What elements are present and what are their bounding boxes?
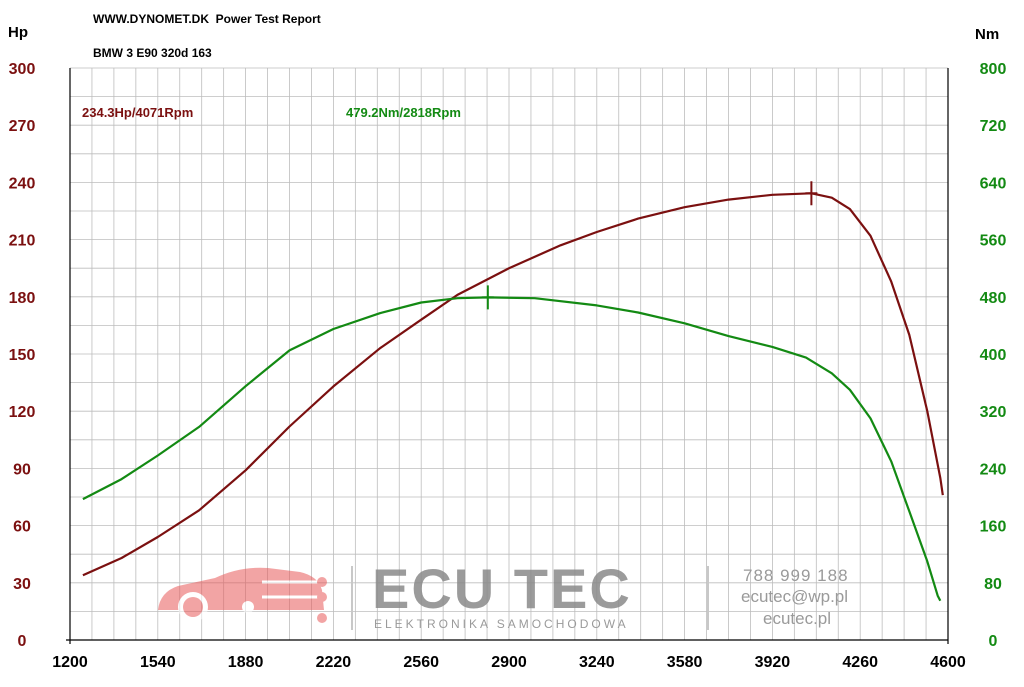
watermark-phone: 788 999 188 xyxy=(743,566,849,585)
right-tick-label: 0 xyxy=(989,633,998,650)
right-tick-label: 80 xyxy=(984,576,1002,593)
x-tick-label: 1200 xyxy=(52,654,88,671)
vehicle-label: BMW 3 E90 320d 163 xyxy=(93,46,212,60)
watermark-brand: ECU TEC xyxy=(372,557,632,620)
power-curve xyxy=(82,192,944,577)
car-logo-icon xyxy=(158,567,327,623)
right-tick-label: 720 xyxy=(980,118,1007,135)
x-tick-label: 1880 xyxy=(228,654,264,671)
watermark-website: ecutec.pl xyxy=(763,609,832,628)
watermark-tagline: ELEKTRONIKA SAMOCHODOWA xyxy=(374,617,629,631)
right-axis-unit: Nm xyxy=(975,26,1000,43)
right-tick-label: 640 xyxy=(980,175,1007,192)
right-tick-label: 240 xyxy=(980,461,1007,478)
left-tick-label: 150 xyxy=(9,347,36,364)
right-tick-label: 480 xyxy=(980,290,1007,307)
x-tick-label: 2220 xyxy=(316,654,352,671)
watermark xyxy=(158,566,709,630)
right-tick-label: 320 xyxy=(980,404,1007,421)
x-tick-label: 4600 xyxy=(930,654,966,671)
x-tick-label: 3240 xyxy=(579,654,615,671)
left-tick-label: 0 xyxy=(18,633,27,650)
right-tick-label: 560 xyxy=(980,233,1007,250)
torque-curve xyxy=(82,296,942,602)
watermark-email: ecutec@wp.pl xyxy=(741,587,849,606)
x-tick-label: 3920 xyxy=(755,654,791,671)
left-tick-label: 30 xyxy=(13,576,31,593)
right-tick-label: 800 xyxy=(980,61,1007,78)
axes: 1200 1540 1880 2220 2560 2900 3240 3580 3920 4260… xyxy=(9,61,1007,671)
left-tick-label: 60 xyxy=(13,519,31,536)
x-tick-label: 4260 xyxy=(842,654,878,671)
left-tick-label: 270 xyxy=(9,118,36,135)
x-tick-label: 2560 xyxy=(403,654,439,671)
left-tick-label: 240 xyxy=(9,175,36,192)
right-tick-label: 160 xyxy=(980,519,1007,536)
left-tick-label: 210 xyxy=(9,233,36,250)
left-tick-label: 90 xyxy=(13,461,31,478)
right-tick-label: 400 xyxy=(980,347,1007,364)
left-tick-label: 180 xyxy=(9,290,36,307)
torque-peak-label: 479.2Nm/2818Rpm xyxy=(346,105,461,120)
left-tick-label: 120 xyxy=(9,404,36,421)
series: 234.3Hp/4071Rpm 479.2Nm/2818Rpm xyxy=(82,105,944,602)
grid xyxy=(69,67,949,641)
report-title: WWW.DYNOMET.DK Power Test Report xyxy=(93,12,321,26)
left-tick-label: 300 xyxy=(9,61,36,78)
left-axis-unit: Hp xyxy=(8,24,28,41)
x-tick-label: 1540 xyxy=(140,654,176,671)
x-tick-label: 3580 xyxy=(667,654,703,671)
x-tick-label: 2900 xyxy=(491,654,527,671)
power-peak-label: 234.3Hp/4071Rpm xyxy=(82,105,193,120)
